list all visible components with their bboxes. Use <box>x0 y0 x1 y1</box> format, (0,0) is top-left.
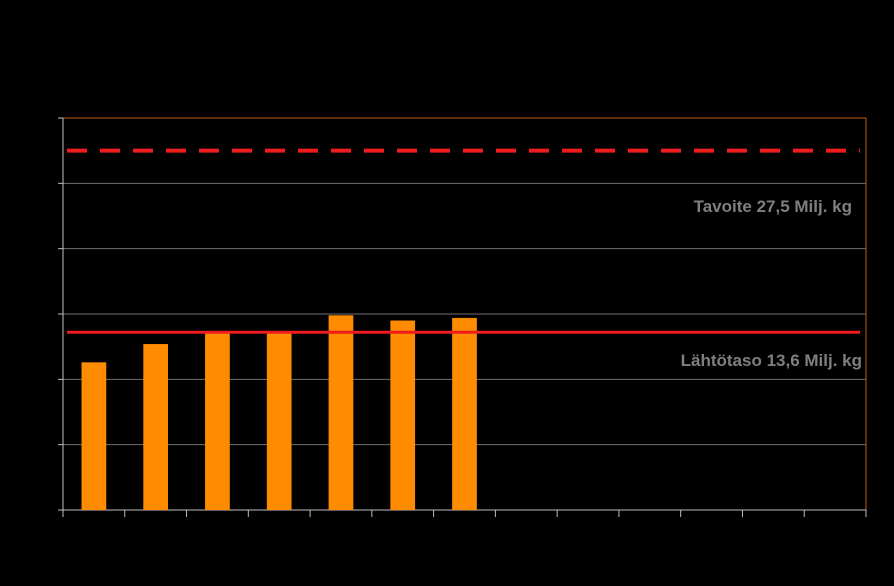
bar-6 <box>390 320 416 510</box>
bar-3 <box>205 330 230 510</box>
bar-series <box>81 315 477 510</box>
bar-1 <box>81 362 107 510</box>
bar-5 <box>328 315 354 510</box>
bar-7 <box>452 317 477 510</box>
target-label: Tavoite 27,5 Milj. kg <box>694 197 852 216</box>
reference-lines <box>67 148 860 334</box>
baseline-label: Lähtötaso 13,6 Milj. kg <box>681 351 862 370</box>
reference-line-labels: Tavoite 27,5 Milj. kg Lähtötaso 13,6 Milj… <box>681 197 862 370</box>
gridlines <box>63 182 866 446</box>
bar-4 <box>266 330 292 510</box>
bar-2 <box>143 344 169 510</box>
